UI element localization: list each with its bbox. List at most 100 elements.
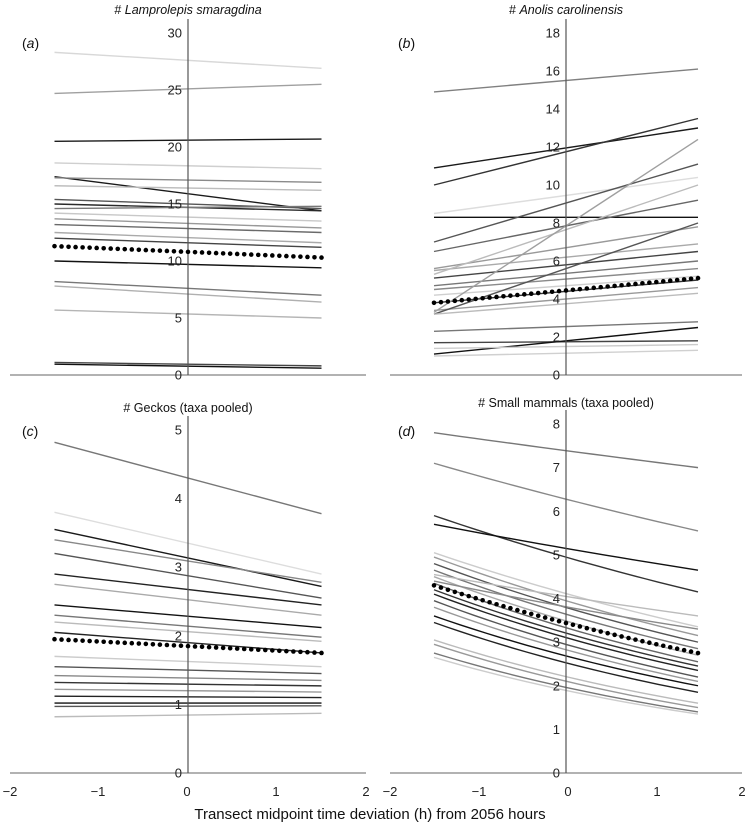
- mean-dot: [150, 641, 156, 647]
- mean-dot: [255, 252, 261, 258]
- mean-dot: [73, 244, 78, 250]
- mean-dot: [667, 644, 673, 650]
- y-tick-label: 1: [175, 697, 182, 712]
- mean-dot: [277, 253, 282, 259]
- mean-dot: [528, 611, 534, 617]
- mean-dot: [535, 613, 541, 619]
- mean-dot: [277, 648, 282, 654]
- mean-dot: [136, 247, 142, 253]
- mean-dot: [633, 281, 638, 287]
- mean-dot: [494, 601, 499, 607]
- mean-dot: [647, 280, 652, 285]
- mean-dot: [291, 254, 296, 259]
- mean-dot: [129, 640, 135, 646]
- mean-dot: [94, 245, 99, 251]
- mean-dot: [584, 625, 590, 631]
- mean-dot: [171, 643, 177, 648]
- y-tick-label: 6: [553, 254, 560, 269]
- mean-dot: [262, 252, 268, 258]
- mean-dot: [312, 650, 317, 655]
- y-tick-label: 4: [553, 292, 560, 307]
- mean-dot: [577, 286, 583, 292]
- mean-dot: [445, 587, 451, 593]
- x-tick-label: 2: [738, 784, 745, 799]
- mean-dot: [80, 638, 85, 643]
- mean-dot: [431, 583, 437, 588]
- mean-dot: [528, 291, 534, 297]
- mean-dot: [94, 639, 99, 644]
- mean-dot: [171, 248, 177, 254]
- mean-dot: [473, 296, 478, 302]
- mean-dot: [515, 607, 520, 613]
- mean-dot: [501, 603, 506, 609]
- mean-dot: [626, 635, 631, 641]
- panel-label: (a): [22, 35, 39, 51]
- mean-dot: [115, 640, 121, 645]
- mean-dot: [654, 641, 659, 647]
- y-tick-label: 4: [553, 591, 560, 606]
- y-tick-label: 0: [553, 368, 560, 383]
- mean-dot: [234, 251, 240, 257]
- y-tick-label: 0: [175, 766, 182, 781]
- mean-dot: [87, 245, 92, 250]
- mean-dot: [473, 595, 478, 601]
- mean-dot: [101, 245, 106, 251]
- y-tick-label: 0: [553, 766, 560, 781]
- mean-dot: [206, 250, 212, 256]
- mean-dot: [220, 645, 226, 651]
- mean-dot: [515, 292, 520, 298]
- mean-dot: [570, 622, 576, 628]
- y-tick-label: 25: [168, 83, 182, 98]
- mean-dot: [674, 277, 680, 283]
- mean-dot: [157, 248, 163, 253]
- mean-dot: [647, 640, 652, 646]
- mean-dot: [241, 251, 247, 257]
- mean-dot: [535, 290, 541, 296]
- mean-dot: [164, 248, 170, 254]
- mean-dot: [143, 247, 149, 253]
- mean-dot: [52, 636, 57, 642]
- mean-dot: [213, 250, 219, 256]
- mean-dot: [598, 629, 604, 634]
- mean-dot: [143, 641, 149, 647]
- panel-title: # Anolis carolinensis: [509, 3, 623, 17]
- panel-title: # Lamprolepis smaragdina: [114, 3, 261, 17]
- mean-dot: [695, 650, 701, 656]
- mean-dot: [255, 647, 261, 652]
- mean-dot: [248, 647, 254, 652]
- panel-c: 0 1 2 3 4 5 (c) # Geckos (taxa pooled): [10, 401, 366, 781]
- mean-dot: [73, 638, 78, 643]
- y-tick-label: 10: [168, 254, 182, 269]
- mean-dot: [284, 253, 289, 259]
- mean-dot: [459, 297, 465, 303]
- mean-trend-dots: [431, 275, 701, 306]
- y-tick-label: 10: [546, 178, 560, 193]
- mean-dot: [619, 634, 624, 639]
- mean-dot: [150, 248, 156, 253]
- mean-dot: [563, 288, 569, 293]
- mean-dot: [248, 252, 254, 257]
- mean-dot: [660, 279, 666, 284]
- panel-label: (d): [398, 423, 415, 439]
- y-tick-label: 5: [553, 547, 560, 562]
- mean-dot: [298, 649, 303, 655]
- mean-dot: [59, 244, 64, 249]
- y-tick-label: 18: [546, 26, 560, 41]
- mean-dot: [459, 591, 465, 597]
- mean-dot: [122, 640, 128, 646]
- x-tick-label: 1: [272, 784, 279, 799]
- mean-dot: [542, 290, 548, 295]
- mean-dot: [466, 593, 472, 599]
- panel-b: 0 2 4 6 8 10 12 14 16 18 (b) # Anolis carolinensis: [390, 3, 742, 383]
- mean-dot: [52, 243, 57, 249]
- mean-trend-dots: [52, 636, 324, 656]
- mean-dot: [80, 245, 85, 250]
- mean-dot: [563, 620, 569, 626]
- mean-dot: [438, 585, 444, 590]
- mean-trend-dots: [52, 243, 324, 260]
- mean-dot: [312, 254, 317, 260]
- mean-dot: [305, 649, 310, 655]
- mean-dot: [291, 649, 296, 654]
- mean-dot: [270, 648, 275, 653]
- mean-dot: [591, 285, 597, 291]
